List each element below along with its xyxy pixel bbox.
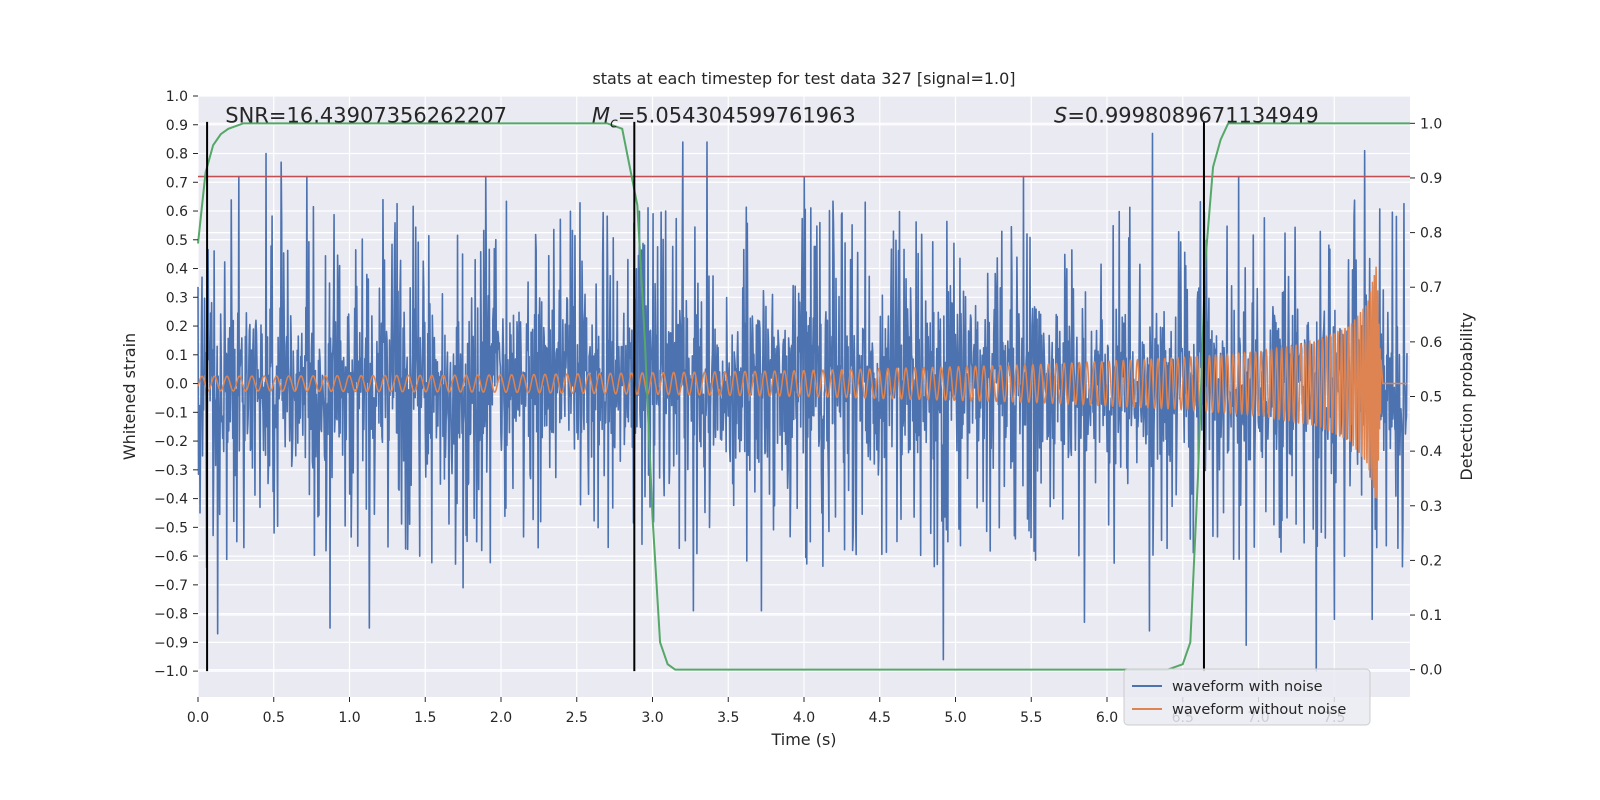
y-tick-label: −0.9 [154,635,188,651]
series-layer [197,132,1408,672]
x-axis-label: Time (s) [770,730,836,749]
annotations: SNR=16.43907356262207 Mc=5.0543045997619… [225,104,1318,132]
y-tick-label: −0.1 [154,405,188,421]
y-tick-label: −0.8 [154,607,188,623]
y-tick-label: −0.7 [154,578,188,594]
legend-box [1123,668,1371,726]
y2-tick-label: 0.3 [1420,499,1442,515]
x-tick-label: 0.0 [187,710,209,726]
chart-title: stats at each timestep for test data 327… [592,69,1015,88]
y-tick-label: 0.1 [166,348,188,364]
y2-axis-label: Detection probability [1457,312,1476,480]
y2-tick-label: 0.7 [1420,280,1442,296]
y-tick-label: 0.3 [166,290,188,306]
overlay-layer [197,121,1410,672]
y2-tick-label: 0.2 [1420,553,1442,569]
y-tick-label: −1.0 [154,664,188,680]
series-detection-probability [197,122,1410,671]
annotation-snr: SNR=16.43907356262207 [225,104,507,128]
series-noisy-waveform [197,132,1408,672]
y-tick-label: −0.6 [154,549,188,565]
annotation-chirp-mass-symbol: M [592,104,610,128]
legend-entry-clean: waveform without noise [1172,702,1346,718]
annotation-significance-value: =0.9998089671134949 [1067,104,1318,128]
y2-tick-label: 0.4 [1420,444,1442,460]
x-tick-label: 3.0 [641,710,663,726]
y2-tick-label: 0.9 [1420,171,1442,187]
x-tick-label: 1.0 [338,710,360,726]
legend: waveform with noise waveform without noi… [1123,668,1371,726]
x-tick-label: 2.5 [566,710,588,726]
y-tick-label: 0.2 [166,319,188,335]
axes: 0.00.51.01.52.02.53.03.54.04.55.05.56.06… [154,89,1442,726]
y-axis-label: Whitened strain [120,333,139,460]
y-tick-label: −0.4 [154,492,188,508]
y-tick-label: 0.4 [166,262,188,278]
y-tick-label: 1.0 [166,89,188,105]
x-tick-label: 0.5 [263,710,285,726]
y-tick-label: 0.7 [166,175,188,191]
x-tick-label: 3.5 [717,710,739,726]
y2-tick-label: 0.8 [1420,226,1442,242]
annotation-significance-symbol: S [1054,104,1067,128]
annotation-chirp-mass-value: =5.054304599761963 [618,104,856,128]
series-clean-waveform [197,266,1407,499]
y2-tick-label: 0.1 [1420,608,1442,624]
y-tick-label: 0.9 [166,118,188,134]
y2-tick-label: 0.0 [1420,663,1442,679]
y2-tick-label: 0.5 [1420,390,1442,406]
y-tick-label: 0.6 [166,204,188,220]
annotation-significance: S=0.9998089671134949 [1054,104,1319,128]
y-tick-label: −0.5 [154,520,188,536]
y-tick-label: 0.8 [166,147,188,163]
x-tick-label: 4.5 [869,710,891,726]
annotation-chirp-mass-subscript: c [610,116,618,132]
y2-tick-label: 0.6 [1420,335,1442,351]
legend-entry-noise: waveform with noise [1172,679,1323,695]
x-tick-label: 6.0 [1096,710,1118,726]
y-tick-label: −0.3 [154,463,188,479]
y-tick-label: 0.0 [166,377,188,393]
x-tick-label: 5.5 [1020,710,1042,726]
annotation-chirp-mass: Mc=5.054304599761963 [592,104,856,132]
y-tick-label: −0.2 [154,434,188,450]
x-tick-label: 5.0 [944,710,966,726]
y-tick-label: 0.5 [166,233,188,249]
x-tick-label: 4.0 [793,710,815,726]
x-tick-label: 2.0 [490,710,512,726]
x-tick-label: 1.5 [414,710,436,726]
y2-tick-label: 1.0 [1420,116,1442,132]
